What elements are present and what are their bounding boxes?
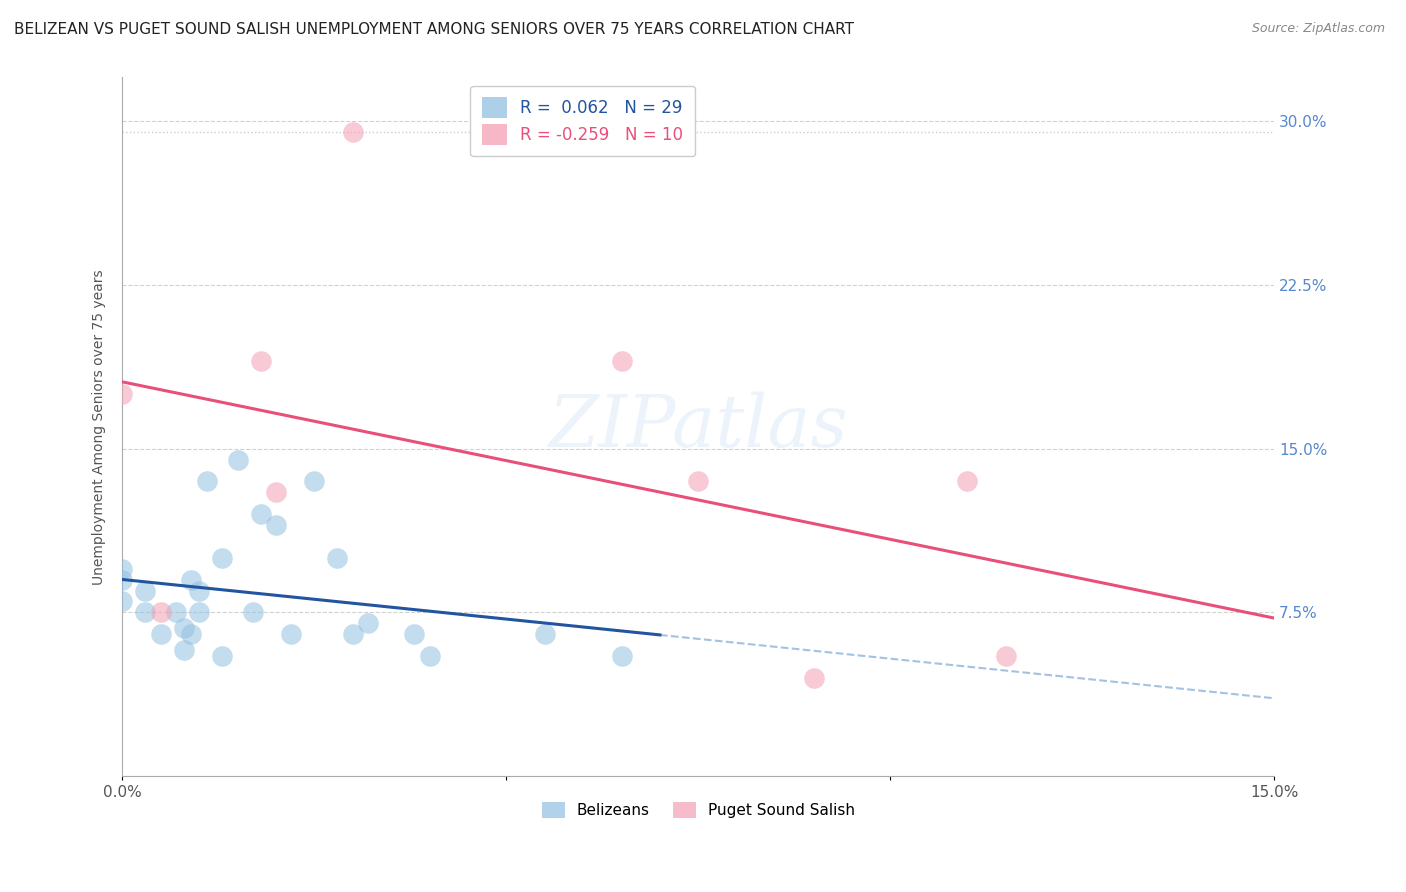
Point (134, 606, 156, 620)
Point (264, 518, 287, 533)
Point (688, 475, 710, 489)
Point (610, 649, 633, 664)
Point (533, 627, 555, 641)
Point (956, 475, 979, 489)
Text: Source: ZipAtlas.com: Source: ZipAtlas.com (1251, 22, 1385, 36)
Point (803, 671, 825, 685)
Point (994, 649, 1017, 664)
Point (195, 475, 218, 489)
Point (149, 606, 172, 620)
Point (180, 627, 202, 641)
Point (165, 606, 187, 620)
Point (180, 573, 202, 587)
Point (610, 354, 633, 368)
Text: BELIZEAN VS PUGET SOUND SALISH UNEMPLOYMENT AMONG SENIORS OVER 75 YEARS CORRELAT: BELIZEAN VS PUGET SOUND SALISH UNEMPLOYM… (14, 22, 853, 37)
Point (111, 562, 134, 576)
Point (404, 627, 426, 641)
Point (226, 452, 249, 467)
Point (342, 125, 364, 139)
Point (188, 583, 211, 598)
Y-axis label: Unemployment Among Seniors over 75 years: Unemployment Among Seniors over 75 years (93, 269, 107, 584)
Point (249, 354, 271, 368)
Point (264, 485, 287, 500)
Point (211, 649, 233, 664)
Legend: Belizeans, Puget Sound Salish: Belizeans, Puget Sound Salish (536, 797, 860, 824)
Point (134, 583, 156, 598)
Point (111, 594, 134, 608)
Point (149, 627, 172, 641)
Point (342, 627, 364, 641)
Point (111, 387, 134, 401)
Point (418, 649, 440, 664)
Point (211, 550, 233, 565)
Point (249, 507, 271, 521)
Point (242, 606, 264, 620)
Point (326, 550, 349, 565)
Point (357, 616, 380, 631)
Point (173, 621, 195, 635)
Point (188, 606, 211, 620)
Point (280, 627, 302, 641)
Text: ZIPatlas: ZIPatlas (548, 392, 848, 462)
Point (173, 642, 195, 657)
Point (111, 573, 134, 587)
Point (304, 475, 326, 489)
